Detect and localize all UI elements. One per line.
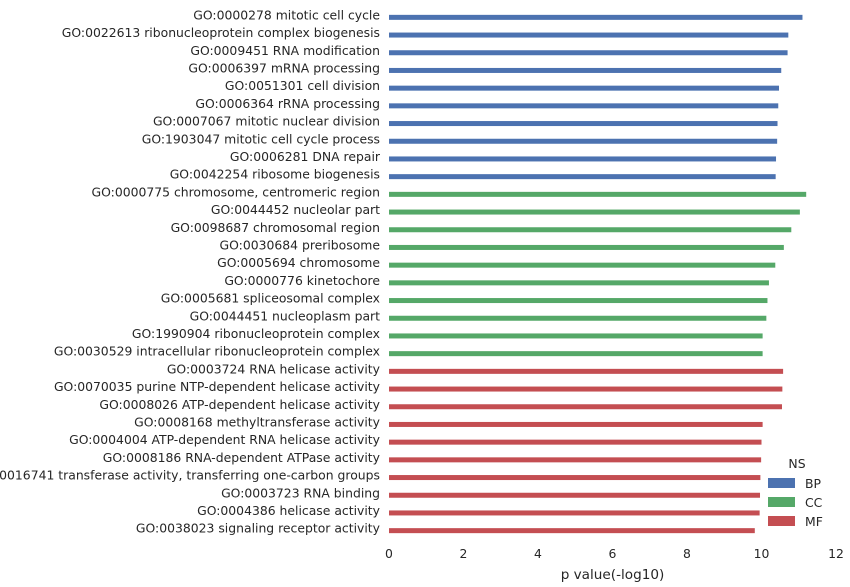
bar-mf [389,528,755,534]
x-tick-label: 2 [460,546,468,561]
legend-entries: BP CC MF [768,476,823,529]
x-tick-label: 6 [609,546,617,561]
category-label: GO:0042254 ribosome biogenesis [170,167,380,182]
category-label: GO:0098687 chromosomal region [171,220,380,235]
category-label: GO:0070035 purine NTP-dependent helicase… [54,379,380,394]
category-label: GO:0006281 DNA repair [230,149,381,164]
category-label: GO:0004386 helicase activity [197,503,380,518]
category-label: GO:1990904 ribonucleoprotein complex [132,326,380,341]
category-label: GO:0003724 RNA helicase activity [167,361,380,376]
bar-bp [389,174,776,180]
category-label: GO:0008026 ATP-dependent helicase activi… [99,397,380,412]
bar-cc [389,333,763,339]
legend: NS BP CC MF [768,456,823,529]
category-label: GO:0007067 mitotic nuclear division [153,114,380,129]
category-labels-group: GO:0000278 mitotic cell cycle GO:0022613 … [0,7,381,535]
bar-cc [389,280,769,286]
bar-bp [389,85,780,91]
bar-cc [389,298,768,304]
legend-label-bp: BP [805,476,822,491]
x-tick-label: 0 [385,546,393,561]
category-label: GO:0030684 preribosome [220,237,380,252]
category-label: GO:0009451 RNA modification [190,43,380,58]
category-label: GO:0008186 RNA-dependent ATPase activity [103,450,380,465]
bar-mf [389,475,761,481]
bar-mf [389,439,762,445]
bar-bp [389,103,779,109]
bar-cc [389,351,763,357]
legend-title: NS [788,456,805,471]
bar-bp [389,121,778,127]
bar-bp [389,50,788,56]
category-label: GO:0051301 cell division [225,78,380,93]
category-label: GO:0038023 signaling receptor activity [136,521,380,536]
category-label: GO:1903047 mitotic cell cycle process [142,131,380,146]
category-label: GO:0005681 spliceosomal complex [161,291,380,306]
bar-cc [389,315,767,321]
bar-cc [389,227,792,233]
legend-swatch-cc [768,497,795,507]
category-label: GO:0044452 nucleolar part [211,202,380,217]
x-axis-ticks-group: 0 2 4 6 8 10 12 [385,546,844,561]
category-label: GO:0003723 RNA binding [221,485,380,500]
bar-bp [389,14,803,20]
category-label: GO:0006364 rRNA processing [195,96,380,111]
bar-cc [389,244,784,250]
bar-mf [389,421,763,427]
x-tick-label: 8 [683,546,691,561]
legend-label-mf: MF [805,514,823,529]
bars-group [389,14,807,534]
category-label: GO:0004004 ATP-dependent RNA helicase ac… [69,432,380,447]
category-label: GO:0016741 transferase activity, transfe… [0,468,380,483]
category-label: GO:0022613 ribonucleoprotein complex bio… [62,25,380,40]
legend-swatch-mf [768,516,795,526]
bar-bp [389,138,778,144]
category-label: GO:0006397 mRNA processing [188,60,380,75]
bar-bp [389,32,789,38]
category-label: GO:0000776 kinetochore [224,273,380,288]
bar-bp [389,67,782,73]
bar-mf [389,404,782,410]
category-label: GO:0044451 nucleoplasm part [190,308,381,323]
bar-mf [389,457,762,463]
category-label: GO:0008168 methyltransferase activity [134,414,380,429]
bar-mf [389,492,761,498]
bar-cc [389,209,800,215]
x-tick-label: 4 [534,546,542,561]
category-label: GO:0000775 chromosome, centromeric regio… [92,184,380,199]
x-tick-label: 10 [754,546,770,561]
bar-mf [389,386,783,392]
bar-cc [389,191,807,197]
bar-mf [389,368,784,374]
bar-cc [389,262,776,268]
bar-mf [389,510,760,516]
category-label: GO:0000278 mitotic cell cycle [193,7,380,22]
x-tick-label: 12 [828,546,844,561]
legend-label-cc: CC [805,495,822,510]
category-label: GO:0005694 chromosome [217,255,380,270]
x-axis-label: p value(-log10) [561,567,665,583]
legend-swatch-bp [768,478,795,488]
category-label: GO:0030529 intracellular ribonucleoprote… [54,344,380,359]
bar-bp [389,156,777,162]
